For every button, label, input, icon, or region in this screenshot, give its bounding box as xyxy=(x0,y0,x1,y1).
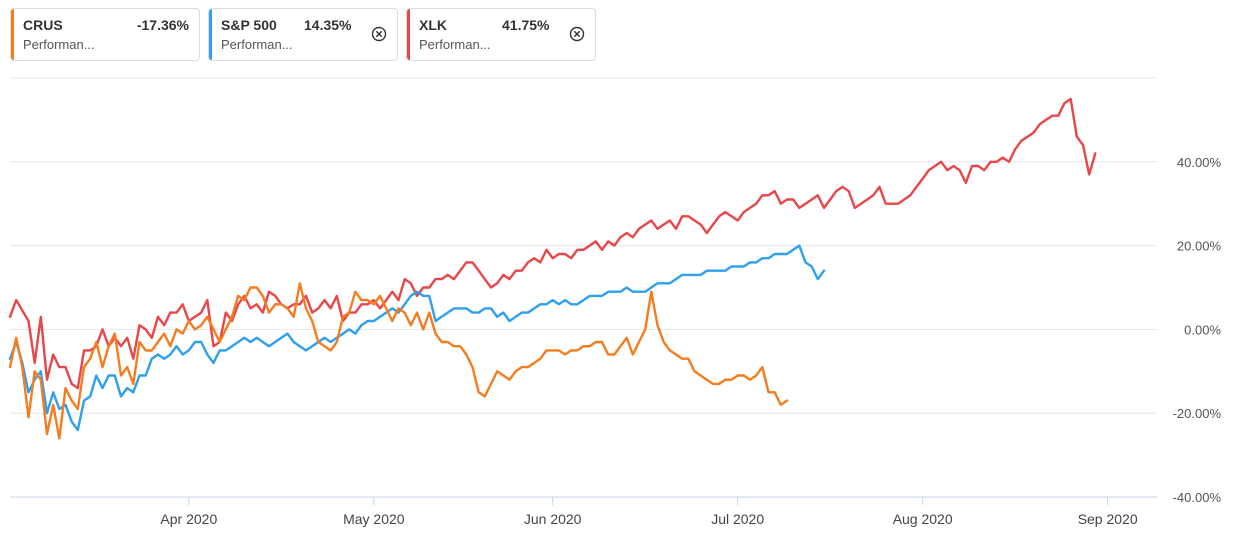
x-tick-label: May 2020 xyxy=(343,511,405,527)
legend-color-bar xyxy=(407,9,410,60)
close-circle-icon[interactable] xyxy=(371,26,387,42)
x-tick-label: Apr 2020 xyxy=(160,511,217,527)
legend-chip-xlk[interactable]: XLK 41.75% Performan... xyxy=(406,8,596,61)
legend-color-bar xyxy=(11,9,14,60)
y-tick-label: 40.00% xyxy=(1177,155,1222,170)
y-tick-label: -40.00% xyxy=(1173,490,1222,505)
legend-series-value: 41.75% xyxy=(502,17,550,33)
x-tick-label: Jun 2020 xyxy=(524,511,582,527)
legend-series-name: CRUS xyxy=(23,17,63,33)
legend-series-name: S&P 500 xyxy=(221,17,277,33)
legend: CRUS -17.36% Performan... S&P 500 14.35%… xyxy=(10,8,596,61)
legend-color-bar xyxy=(209,9,212,60)
legend-series-metric: Performan... xyxy=(23,37,95,52)
close-circle-icon[interactable] xyxy=(569,26,585,42)
series-line-crus[interactable] xyxy=(8,282,789,440)
legend-chip-sp500[interactable]: S&P 500 14.35% Performan... xyxy=(208,8,398,61)
series-line-s-p-500[interactable] xyxy=(8,244,826,432)
legend-series-value: -17.36% xyxy=(136,17,189,33)
y-tick-label: 0.00% xyxy=(1184,322,1221,337)
legend-series-metric: Performan... xyxy=(221,37,293,52)
series-line-xlk[interactable] xyxy=(8,97,1097,390)
y-tick-label: -20.00% xyxy=(1173,406,1222,421)
legend-series-value: 14.35% xyxy=(304,17,352,33)
legend-chip-crus[interactable]: CRUS -17.36% Performan... xyxy=(10,8,200,61)
legend-series-name: XLK xyxy=(419,17,447,33)
legend-series-metric: Performan... xyxy=(419,37,491,52)
x-tick-label: Jul 2020 xyxy=(711,511,764,527)
y-tick-label: 20.00% xyxy=(1177,239,1222,254)
x-tick-label: Aug 2020 xyxy=(893,511,953,527)
x-tick-label: Sep 2020 xyxy=(1078,511,1138,527)
